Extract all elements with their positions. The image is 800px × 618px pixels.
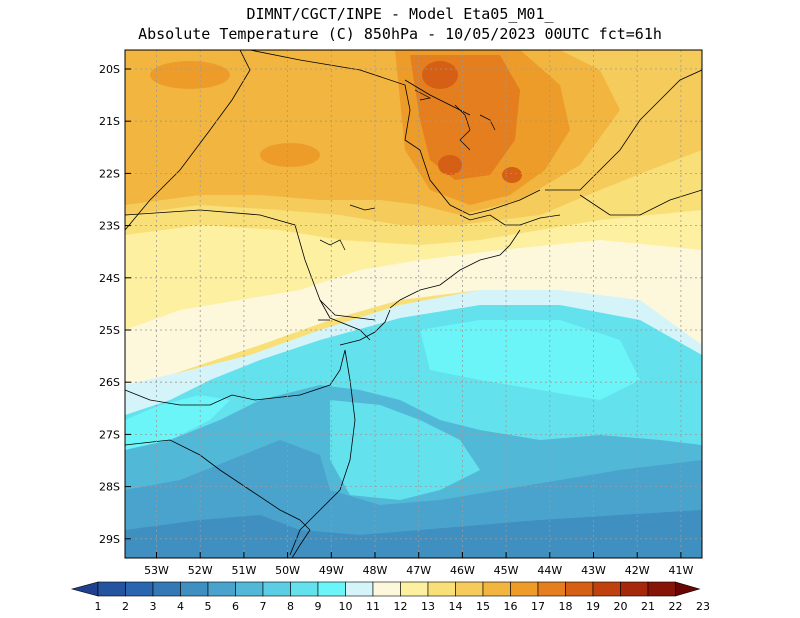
lat-label: 22S [99,167,120,180]
colorbar-label: 23 [696,600,710,613]
lon-label: 48W [363,564,388,577]
longitude-labels: 53W 52W 51W 50W 49W 48W 47W 46W 45W 44W 43W 42W 41W [144,564,693,577]
colorbar-label: 12 [393,600,408,613]
colorbar-label: 2 [122,600,129,613]
colorbar-swatch [455,581,484,597]
lon-label: 49W [319,564,344,577]
colorbar-swatch [125,581,154,597]
colorbar-swatch [235,581,264,597]
colorbar-label: 6 [232,600,239,613]
colorbar-swatch [620,581,649,597]
colorbar-swatch [317,581,346,597]
colorbar-label: 1 [94,600,102,613]
field-brightcyan-1 [420,320,640,400]
field-orange-patch1 [260,143,320,167]
colorbar-swatch [290,581,319,597]
field-deep-band [125,510,702,558]
lon-label: 50W [275,564,300,577]
lon-label: 43W [581,564,606,577]
colorbar-swatch [262,581,291,597]
colorbar-label: 14 [448,600,463,613]
field-red-spot2 [438,155,462,175]
gridlines [125,50,702,558]
colorbar-swatch [97,581,126,597]
colorbar-label: 8 [287,600,294,613]
lat-label: 27S [99,428,120,441]
field-red-spot3 [502,167,522,183]
colorbar-swatch [565,581,594,597]
colorbar-swatch [482,581,511,597]
chart-subtitle: Absolute Temperature (C) 850hPa - 10/05/… [138,25,662,43]
lat-label: 29S [99,533,120,546]
colorbar-swatch [372,581,401,597]
colorbar-label: 7 [259,600,267,613]
axis-ticks [125,68,682,558]
colorbar-swatch [592,581,621,597]
lon-label: 45W [494,564,519,577]
colorbar-label: 22 [668,600,683,613]
field-brightcyan-2 [125,395,230,450]
colorbar-label: 20 [613,600,628,613]
lat-label: 25S [99,324,120,337]
latitude-labels: 20S 21S 22S 23S 24S 25S 26S 27S 28S 29S [99,63,120,546]
colorbar-min-arrow [70,581,99,597]
lon-label: 42W [625,564,650,577]
lat-label: 21S [99,115,120,128]
colorbar-swatch [537,581,566,597]
colorbar-swatch [345,581,374,597]
colorbar-label: 3 [149,600,157,613]
colorbar-label: 5 [204,600,212,613]
lon-label: 52W [188,564,213,577]
colorbar-label: 4 [177,600,184,613]
colorbar-label: 16 [503,600,518,613]
field-orange-patch2 [150,61,230,89]
colorbar-label: 17 [531,600,545,613]
lon-label: 44W [537,564,562,577]
field-cyan-tongue [330,400,480,500]
plot-frame [124,49,703,559]
lat-label: 24S [99,272,120,285]
colorbar-label: 10 [338,600,353,613]
colorbar-label: 15 [476,600,490,613]
lon-label: 41W [668,564,693,577]
colorbar-swatch [180,581,209,597]
colorbar-label: 21 [641,600,655,613]
colorbar-swatch [207,581,236,597]
colorbar-swatch [427,581,456,597]
field-red-spot1 [422,61,458,89]
lat-label: 20S [99,63,120,76]
lat-label: 28S [99,481,120,494]
field-cream-band [125,240,702,390]
colorbar-label: 18 [558,600,573,613]
lon-label: 53W [144,564,169,577]
lon-label: 47W [406,564,431,577]
lon-label: 51W [231,564,256,577]
chart-title: DIMNT/CGCT/INPE - Model Eta05_M01_ [246,5,554,23]
colorbar-swatch [510,581,539,597]
colorbar-label: 19 [586,600,600,613]
colorbar-label: 9 [314,600,322,613]
lon-label: 46W [450,564,475,577]
rivers [319,89,496,251]
lat-label: 23S [99,220,120,233]
colorbar-swatch [400,581,429,597]
colorbar [70,581,701,597]
temperature-field [125,50,702,558]
colorbar-swatch [647,581,676,597]
colorbar-swatch [152,581,181,597]
lat-label: 26S [99,376,120,389]
colorbar-label: 13 [421,600,435,613]
colorbar-label: 11 [366,600,380,613]
coastlines-borders [125,50,702,558]
colorbar-max-arrow [675,581,701,597]
